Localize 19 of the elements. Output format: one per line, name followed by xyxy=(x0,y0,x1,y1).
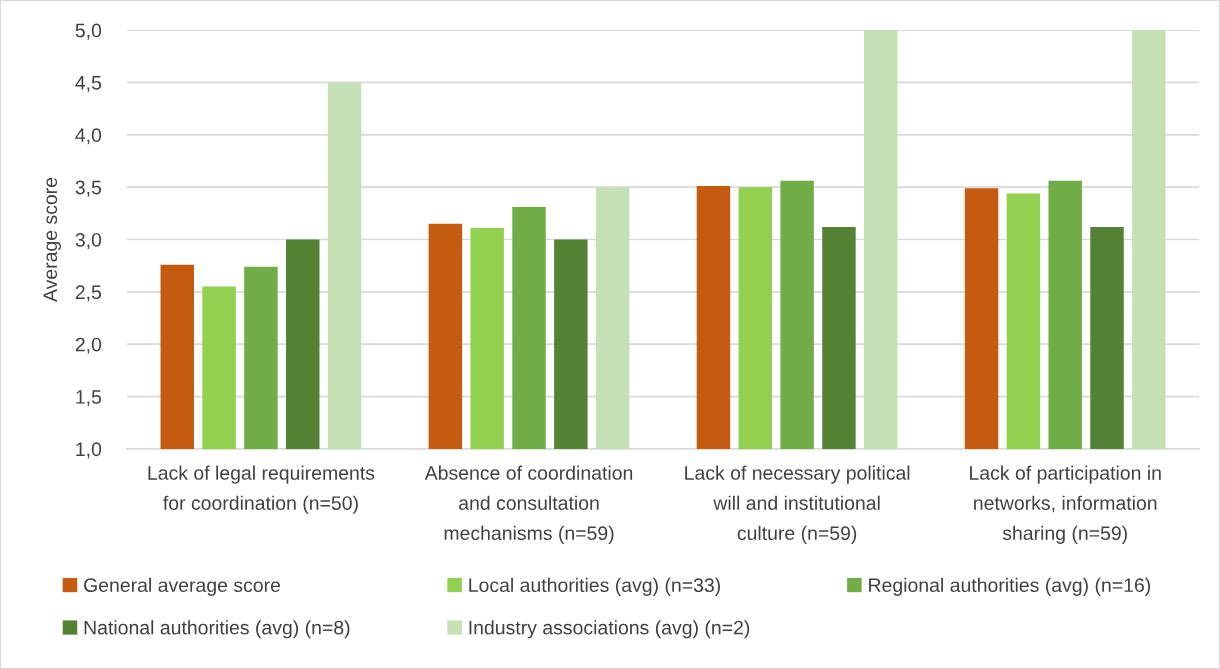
y-tick-label: 1,0 xyxy=(76,442,102,459)
y-tick-label: 3,5 xyxy=(75,180,102,197)
y-tick-label: 4,5 xyxy=(75,76,102,92)
legend-label: General average score xyxy=(84,577,281,596)
y-axis-title: Average score xyxy=(43,177,61,302)
legend-label: Regional authorities (avg) (n=16) xyxy=(869,577,1151,596)
x-tick-label: Lack of necessary political will and institutional culture (n=59) xyxy=(685,465,910,544)
y-tick-label: 5,0 xyxy=(75,23,102,40)
y-tick-label: 3,0 xyxy=(75,232,102,250)
legend-label: Industry associations (avg) (n=2) xyxy=(469,620,750,639)
y-tick-label: 2,0 xyxy=(75,337,102,354)
x-tick-label: Lack of participation in networks, information sharing (n=59) xyxy=(970,465,1161,544)
y-tick-label: 2,5 xyxy=(75,285,102,302)
x-tick-label: Absence of coordination and consultation mechanisms (n=59) xyxy=(424,465,633,544)
y-tick-label: 1,5 xyxy=(76,390,102,407)
y-tick-label: 4,0 xyxy=(75,128,102,145)
x-tick-label: Lack of legal requirements for coordination (n=50) xyxy=(148,465,375,514)
legend-label: Local authorities (avg) (n=33) xyxy=(469,577,720,596)
legend-label: National authorities (avg) (n=8) xyxy=(84,620,350,639)
